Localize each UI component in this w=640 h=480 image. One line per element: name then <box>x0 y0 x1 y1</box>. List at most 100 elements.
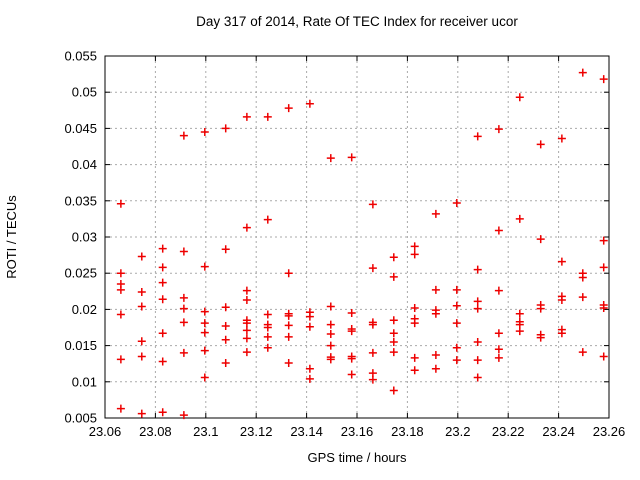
data-point-marker <box>494 286 503 295</box>
data-point-marker <box>578 68 587 77</box>
data-point-marker <box>116 310 125 319</box>
data-point-marker <box>158 357 167 366</box>
data-point-marker <box>347 327 356 336</box>
data-point-marker <box>284 311 293 320</box>
data-point-marker <box>494 125 503 134</box>
data-point-marker <box>557 257 566 266</box>
data-point-marker <box>200 319 209 328</box>
data-point-marker <box>410 242 419 251</box>
data-point-marker <box>452 301 461 310</box>
data-point-marker <box>242 334 251 343</box>
data-point-marker <box>347 153 356 162</box>
y-tick-label: 0.05 <box>72 85 97 100</box>
data-point-marker <box>305 374 314 383</box>
data-point-marker <box>179 318 188 327</box>
data-point-marker <box>431 364 440 373</box>
data-point-marker <box>431 285 440 294</box>
data-point-marker <box>410 319 419 328</box>
data-point-marker <box>368 264 377 273</box>
data-point-marker <box>221 303 230 312</box>
data-point-marker <box>410 303 419 312</box>
x-tick-label: 23.26 <box>593 424 626 439</box>
y-tick-label: 0.01 <box>72 374 97 389</box>
x-tick-label: 23.06 <box>89 424 122 439</box>
data-point-marker <box>515 93 524 102</box>
data-point-marker <box>284 269 293 278</box>
data-point-marker <box>200 328 209 337</box>
data-point-marker <box>221 358 230 367</box>
data-point-marker <box>473 265 482 274</box>
data-point-marker <box>116 199 125 208</box>
data-point-marker <box>158 263 167 272</box>
x-tick-label: 23.08 <box>139 424 172 439</box>
data-point-marker <box>326 302 335 311</box>
x-tick-label: 23.12 <box>240 424 273 439</box>
data-point-marker <box>179 348 188 357</box>
data-point-marker <box>137 337 146 346</box>
data-point-marker <box>263 323 272 332</box>
data-point-marker <box>305 364 314 373</box>
data-point-marker <box>494 226 503 235</box>
data-point-marker <box>473 337 482 346</box>
data-point-marker <box>284 332 293 341</box>
y-tick-label: 0.045 <box>64 121 97 136</box>
data-point-marker <box>137 302 146 311</box>
data-point-marker <box>452 198 461 207</box>
x-tick-label: 23.18 <box>391 424 424 439</box>
data-point-marker <box>389 253 398 262</box>
data-point-marker <box>389 337 398 346</box>
data-point-marker <box>242 112 251 121</box>
x-tick-label: 23.14 <box>290 424 323 439</box>
data-point-marker <box>305 322 314 331</box>
data-point-marker <box>242 326 251 335</box>
data-point-marker <box>116 269 125 278</box>
data-point-marker <box>116 285 125 294</box>
data-point-marker <box>200 262 209 271</box>
data-point-marker <box>305 99 314 108</box>
data-point-marker <box>473 304 482 313</box>
data-point-marker <box>473 373 482 382</box>
data-point-marker <box>410 353 419 362</box>
data-point-marker <box>473 297 482 306</box>
data-point-marker <box>452 356 461 365</box>
data-point-marker <box>284 321 293 330</box>
data-point-marker <box>263 310 272 319</box>
data-point-marker <box>158 244 167 253</box>
x-tick-label: 23.16 <box>341 424 374 439</box>
data-point-marker <box>242 319 251 328</box>
x-axis-label: GPS time / hours <box>308 450 407 465</box>
data-point-marker <box>200 373 209 382</box>
data-point-marker <box>494 353 503 362</box>
data-points <box>116 68 608 420</box>
y-tick-label: 0.035 <box>64 193 97 208</box>
data-point-marker <box>179 131 188 140</box>
data-point-marker <box>557 134 566 143</box>
data-point-marker <box>179 304 188 313</box>
data-point-marker <box>536 304 545 313</box>
data-point-marker <box>578 348 587 357</box>
data-point-marker <box>599 352 608 361</box>
data-point-marker <box>263 215 272 224</box>
data-point-marker <box>242 295 251 304</box>
data-point-marker <box>368 200 377 209</box>
data-point-marker <box>200 307 209 316</box>
data-point-marker <box>389 316 398 325</box>
data-point-marker <box>389 329 398 338</box>
data-point-marker <box>473 132 482 141</box>
data-point-marker <box>200 346 209 355</box>
data-point-marker <box>494 345 503 354</box>
data-point-marker <box>158 278 167 287</box>
chart-title: Day 317 of 2014, Rate Of TEC Index for r… <box>196 14 518 29</box>
data-point-marker <box>599 303 608 312</box>
data-point-marker <box>431 351 440 360</box>
data-point-marker <box>158 329 167 338</box>
data-point-marker <box>326 320 335 329</box>
y-tick-label: 0.015 <box>64 338 97 353</box>
data-point-marker <box>599 75 608 84</box>
data-point-marker <box>389 386 398 395</box>
data-point-marker <box>368 348 377 357</box>
data-point-marker <box>599 263 608 272</box>
data-point-marker <box>179 411 188 420</box>
data-point-marker <box>452 319 461 328</box>
